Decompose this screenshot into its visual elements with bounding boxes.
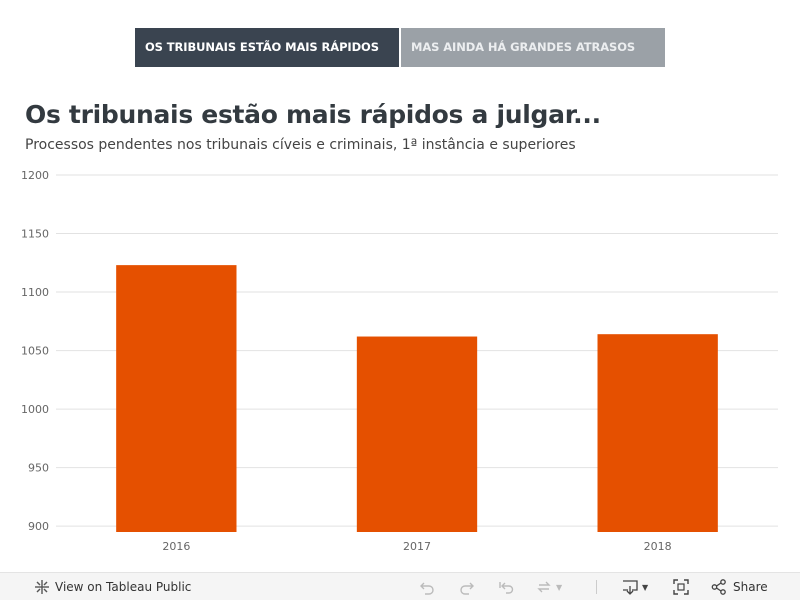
redo-button[interactable] [458,573,476,600]
bar[interactable] [356,336,478,532]
x-tick-label: 2016 [162,540,190,553]
share-button[interactable]: Share [710,573,768,600]
tableau-toolbar: View on Tableau Public ▼ ▼ [0,572,800,600]
view-on-tableau-link[interactable]: View on Tableau Public [33,573,191,600]
y-tick-label: 900 [28,520,49,533]
redo-icon [458,578,476,596]
share-label: Share [733,580,768,594]
bar-chart: 900 950 1000 1050 1100 1150 1200 2016 2017 2018 [21,169,778,553]
tab-os-tribunais[interactable]: OS TRIBUNAIS ESTÃO MAIS RÁPIDOS [135,28,399,67]
refresh-icon [535,578,553,596]
y-tick-label: 1100 [21,286,49,299]
y-tick-label: 1200 [21,169,49,182]
y-tick-label: 1150 [21,228,49,241]
undo-button[interactable] [418,573,436,600]
y-tick-label: 1000 [21,403,49,416]
undo-icon [418,578,436,596]
download-icon [621,578,639,596]
toolbar-divider [596,580,597,594]
revert-icon [497,578,515,596]
revert-button[interactable] [497,573,515,600]
y-tick-label: 950 [28,462,49,475]
chart-subtitle: Processos pendentes nos tribunais cíveis… [25,137,576,153]
y-axis: 900 950 1000 1050 1100 1150 1200 [21,169,49,533]
refresh-dropdown-icon: ▼ [556,582,563,592]
tableau-icon [33,578,51,596]
bar[interactable] [116,265,237,532]
tab-mas-ainda[interactable]: MAS AINDA HÁ GRANDES ATRASOS [401,28,665,67]
x-tick-label: 2017 [403,540,431,553]
bars [116,265,718,532]
y-tick-label: 1050 [21,345,49,358]
download-dropdown-icon: ▼ [642,582,649,592]
x-tick-label: 2018 [644,540,672,553]
fullscreen-button[interactable] [672,573,690,600]
refresh-button[interactable]: ▼ [535,573,562,600]
x-axis: 2016 2017 2018 [162,540,671,553]
view-on-tableau-label: View on Tableau Public [55,580,192,594]
fullscreen-icon [672,578,690,596]
chart-title: Os tribunais estão mais rápidos a julgar… [25,100,601,129]
bar[interactable] [597,334,718,532]
story-tabs: OS TRIBUNAIS ESTÃO MAIS RÁPIDOS MAS AIND… [135,28,665,67]
download-button[interactable]: ▼ [621,573,648,600]
share-icon [710,578,728,596]
